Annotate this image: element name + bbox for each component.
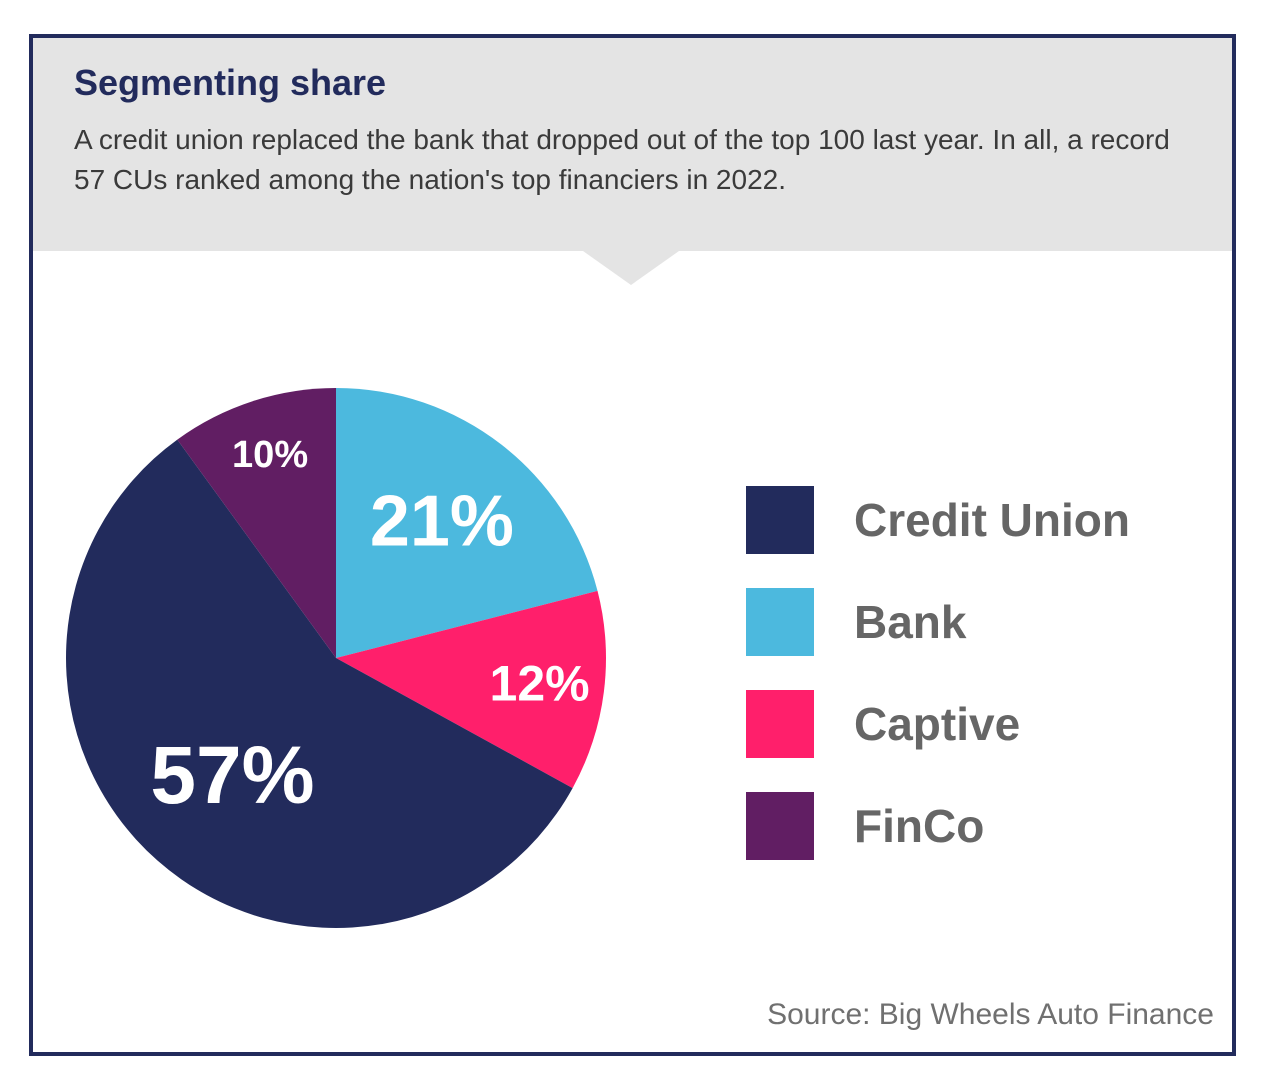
pie-label-finco: 10% [232, 434, 308, 476]
legend-swatch-finco [746, 792, 814, 860]
pie-slice-credit-union [65, 439, 573, 929]
legend-label-captive: Captive [854, 698, 1021, 750]
chart-frame: Segmenting share A credit union replaced… [29, 34, 1236, 1056]
pie-label-captive: 12% [490, 656, 590, 712]
legend-item-captive: Captive [746, 690, 1206, 758]
pie-slice-finco [177, 388, 336, 658]
legend-label-bank: Bank [854, 596, 967, 648]
legend-swatch-bank [746, 588, 814, 656]
header-panel: Segmenting share A credit union replaced… [33, 38, 1232, 251]
legend-swatch-captive [746, 690, 814, 758]
legend-item-credit-union: Credit Union [746, 486, 1206, 554]
chart-subtitle: A credit union replaced the bank that dr… [74, 124, 1170, 195]
legend-swatch-credit-union [746, 486, 814, 554]
pie-chart: 21% 12% 57% 10% [65, 388, 606, 929]
pie-label-credit-union: 57% [150, 730, 314, 821]
header-pointer [583, 251, 679, 285]
pie-label-bank: 21% [370, 481, 514, 561]
legend-label-credit-union: Credit Union [854, 494, 1130, 546]
legend-item-finco: FinCo [746, 792, 1206, 860]
source-note: Source: Big Wheels Auto Finance [767, 998, 1214, 1031]
legend-label-finco: FinCo [854, 800, 985, 852]
pie-slice-captive [336, 590, 606, 789]
chart-title: Segmenting share [74, 62, 387, 103]
legend-item-bank: Bank [746, 588, 1206, 656]
pie-slice-bank [336, 388, 598, 658]
